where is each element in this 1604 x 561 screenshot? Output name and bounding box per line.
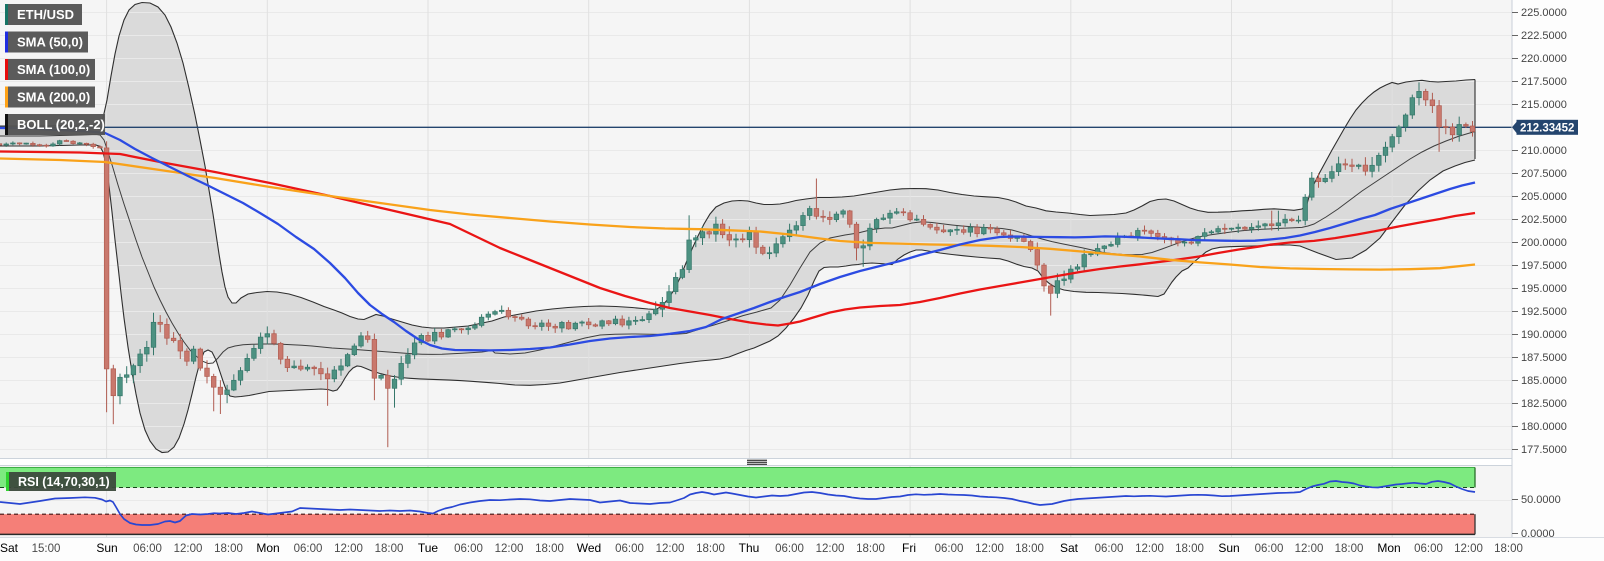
svg-text:12:00: 12:00 — [656, 543, 685, 555]
svg-text:06:00: 06:00 — [615, 543, 644, 555]
svg-text:215.0000: 215.0000 — [1521, 99, 1567, 111]
svg-text:RSI (14,70,30,1): RSI (14,70,30,1) — [18, 475, 110, 489]
svg-text:180.0000: 180.0000 — [1521, 421, 1567, 433]
svg-text:187.5000: 187.5000 — [1521, 352, 1567, 364]
svg-text:12:00: 12:00 — [975, 543, 1004, 555]
svg-text:217.5000: 217.5000 — [1521, 76, 1567, 88]
svg-text:0.0000: 0.0000 — [1521, 528, 1555, 540]
svg-text:Sat: Sat — [0, 541, 19, 555]
svg-text:18:00: 18:00 — [1175, 543, 1204, 555]
svg-text:Mon: Mon — [1377, 541, 1400, 555]
svg-text:06:00: 06:00 — [775, 543, 804, 555]
svg-text:18:00: 18:00 — [375, 543, 404, 555]
svg-text:12:00: 12:00 — [1454, 543, 1483, 555]
svg-text:190.0000: 190.0000 — [1521, 329, 1567, 341]
svg-text:06:00: 06:00 — [1414, 543, 1443, 555]
svg-text:Fri: Fri — [902, 541, 916, 555]
svg-text:182.5000: 182.5000 — [1521, 398, 1567, 410]
svg-text:12:00: 12:00 — [1135, 543, 1164, 555]
svg-text:185.0000: 185.0000 — [1521, 375, 1567, 387]
svg-text:12:00: 12:00 — [334, 543, 363, 555]
svg-text:Sun: Sun — [96, 541, 117, 555]
svg-text:Mon: Mon — [256, 541, 279, 555]
svg-text:18:00: 18:00 — [1494, 543, 1523, 555]
svg-text:195.0000: 195.0000 — [1521, 283, 1567, 295]
svg-text:15:00: 15:00 — [32, 543, 61, 555]
svg-text:202.5000: 202.5000 — [1521, 214, 1567, 226]
svg-text:50.0000: 50.0000 — [1521, 494, 1561, 506]
svg-text:SMA (100,0): SMA (100,0) — [17, 62, 90, 77]
svg-text:200.0000: 200.0000 — [1521, 237, 1567, 249]
svg-text:06:00: 06:00 — [1255, 543, 1284, 555]
svg-text:197.5000: 197.5000 — [1521, 260, 1567, 272]
svg-text:18:00: 18:00 — [535, 543, 564, 555]
svg-text:06:00: 06:00 — [133, 543, 162, 555]
svg-text:12:00: 12:00 — [816, 543, 845, 555]
svg-text:18:00: 18:00 — [696, 543, 725, 555]
svg-text:06:00: 06:00 — [1095, 543, 1124, 555]
svg-text:ETH/USD: ETH/USD — [17, 7, 74, 22]
svg-text:Sat: Sat — [1060, 541, 1079, 555]
svg-text:Sun: Sun — [1218, 541, 1239, 555]
svg-text:210.0000: 210.0000 — [1521, 145, 1567, 157]
svg-text:06:00: 06:00 — [294, 543, 323, 555]
svg-text:SMA (50,0): SMA (50,0) — [17, 35, 83, 50]
svg-text:BOLL (20,2,-2): BOLL (20,2,-2) — [17, 117, 105, 132]
svg-text:18:00: 18:00 — [1015, 543, 1044, 555]
svg-text:06:00: 06:00 — [935, 543, 964, 555]
svg-text:12:00: 12:00 — [495, 543, 524, 555]
svg-text:Tue: Tue — [418, 541, 439, 555]
svg-text:Wed: Wed — [577, 541, 601, 555]
svg-text:192.5000: 192.5000 — [1521, 306, 1567, 318]
svg-text:12:00: 12:00 — [1295, 543, 1324, 555]
svg-text:205.0000: 205.0000 — [1521, 191, 1567, 203]
svg-text:212.33452: 212.33452 — [1520, 122, 1574, 134]
svg-text:220.0000: 220.0000 — [1521, 53, 1567, 65]
svg-text:12:00: 12:00 — [174, 543, 203, 555]
svg-text:222.5000: 222.5000 — [1521, 30, 1567, 42]
svg-text:SMA (200,0): SMA (200,0) — [17, 90, 90, 105]
svg-text:18:00: 18:00 — [214, 543, 243, 555]
svg-text:06:00: 06:00 — [454, 543, 483, 555]
svg-text:177.5000: 177.5000 — [1521, 444, 1567, 456]
svg-text:18:00: 18:00 — [1335, 543, 1364, 555]
svg-text:18:00: 18:00 — [856, 543, 885, 555]
svg-text:225.0000: 225.0000 — [1521, 7, 1567, 19]
svg-text:207.5000: 207.5000 — [1521, 168, 1567, 180]
svg-text:Thu: Thu — [739, 541, 760, 555]
